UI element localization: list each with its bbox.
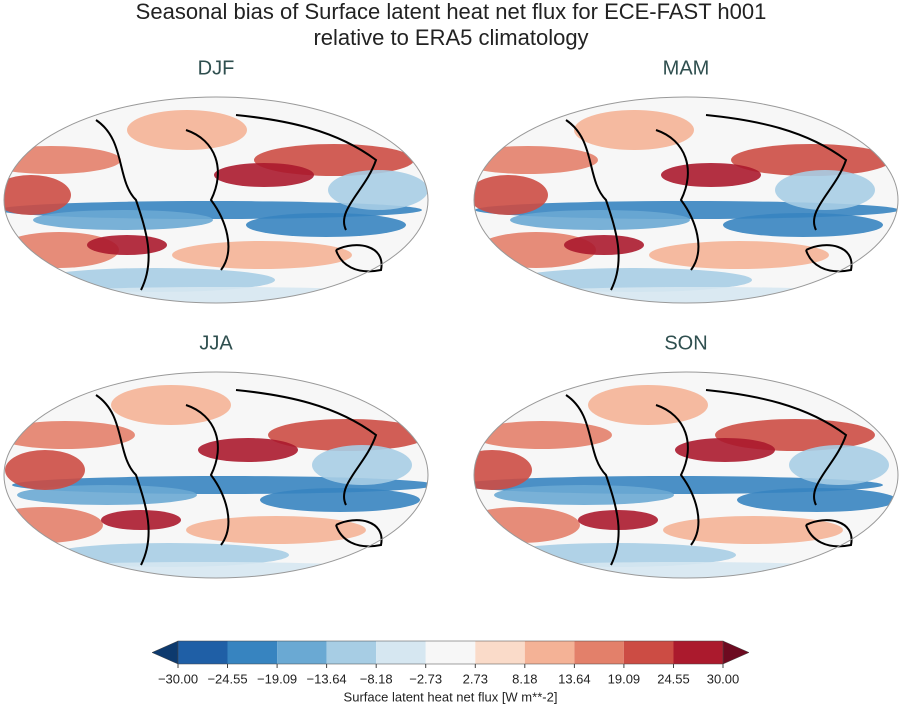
- colorbar-tick-label: 2.73: [463, 671, 488, 686]
- coastline: [565, 389, 853, 566]
- map-shading: [474, 450, 532, 490]
- map-shading: [4, 562, 404, 578]
- map-shading: [49, 543, 289, 567]
- map-shading: [564, 235, 644, 255]
- colorbar-tick-label: −2.73: [409, 671, 442, 686]
- colorbar-bin: [623, 641, 674, 664]
- panel-title: MAM: [663, 57, 710, 79]
- map-shading: [731, 144, 891, 176]
- colorbar-tick-label: 24.55: [657, 671, 690, 686]
- map-shading: [661, 163, 761, 187]
- coastline: [95, 389, 383, 566]
- coastline: [95, 114, 383, 291]
- colorbar-bin: [673, 641, 723, 664]
- colorbar-over: [722, 640, 750, 665]
- map-shading: [474, 146, 598, 174]
- map-shading: [214, 163, 314, 187]
- colorbar-tick-label: 13.64: [558, 671, 591, 686]
- colorbar-bin: [227, 641, 278, 664]
- map-field: [474, 97, 898, 303]
- map-outline: [3, 371, 429, 579]
- map-outline: [3, 96, 429, 304]
- colorbar-tick-label: 8.18: [512, 671, 537, 686]
- map-shading: [246, 213, 406, 237]
- colorbar-bin: [326, 641, 377, 664]
- map-shading: [574, 110, 694, 150]
- map-shading: [268, 419, 428, 451]
- map: [3, 96, 429, 304]
- map-shading: [312, 445, 412, 485]
- colorbar-bin: [425, 641, 476, 664]
- figure-subtitle: relative to ERA5 climatology: [313, 25, 588, 50]
- colorbar-bin: [524, 641, 575, 664]
- map-shading: [512, 268, 752, 292]
- colorbar-bin: [376, 641, 426, 664]
- map-shading: [5, 450, 85, 490]
- colorbar-tick-label: −13.64: [307, 671, 347, 686]
- colorbar-label: Surface latent heat net flux [W m**-2]: [344, 689, 558, 704]
- map-shading: [17, 485, 197, 505]
- map-shading: [33, 210, 213, 230]
- colorbar-tick-label: 30.00: [707, 671, 740, 686]
- map-shading: [474, 507, 580, 543]
- map-shading: [101, 510, 181, 530]
- panel-title: DJF: [198, 57, 235, 79]
- figure-title: Seasonal bias of Surface latent heat net…: [136, 0, 767, 24]
- map-field: [474, 372, 898, 578]
- colorbar-tick-label: −30.00: [158, 671, 198, 686]
- map-shading: [87, 235, 167, 255]
- map-shading: [328, 170, 428, 210]
- colorbar-tick-label: −19.09: [257, 671, 297, 686]
- map-shading: [789, 445, 889, 485]
- map-shading: [775, 170, 875, 210]
- map-shading: [260, 488, 420, 512]
- map-shading: [172, 241, 352, 269]
- colorbar: −30.00 −24.55 −19.09 −13.64 −8.18 −2.73 2.73 8.…: [151, 640, 750, 704]
- map-shading: [186, 516, 366, 544]
- map: [473, 96, 899, 304]
- colorbar-frame: [177, 640, 724, 665]
- map-field: [4, 372, 428, 578]
- colorbar-tick-label: −8.18: [360, 671, 393, 686]
- colorbar-bin: [178, 641, 228, 664]
- map-shading: [474, 175, 548, 215]
- map-outline: [473, 96, 899, 304]
- map-shading: [510, 210, 690, 230]
- map-shading: [588, 385, 708, 425]
- colorbar-tick-label: −24.55: [207, 671, 247, 686]
- colorbar-bin: [475, 641, 525, 664]
- map: [3, 371, 429, 579]
- map-shading: [4, 175, 71, 215]
- panel-title: SON: [664, 332, 707, 354]
- colorbar-bin: [574, 641, 624, 664]
- map-shading: [111, 385, 231, 425]
- map-shading: [198, 438, 298, 462]
- map-shading: [20, 287, 420, 303]
- map-shading: [737, 488, 897, 512]
- map-shading: [494, 485, 674, 505]
- map-shading: [723, 213, 883, 237]
- map-shading: [649, 241, 829, 269]
- colorbar-under: [151, 640, 179, 665]
- map-outline: [473, 371, 899, 579]
- map: [473, 371, 899, 579]
- map-shading: [497, 287, 897, 303]
- map-shading: [663, 516, 843, 544]
- map-shading: [474, 421, 612, 449]
- map-shading: [4, 421, 135, 449]
- maps: DJF MAM JJA SON: [3, 57, 899, 579]
- coastline: [565, 114, 853, 291]
- colorbar-bin: [277, 641, 327, 664]
- panel-title: JJA: [199, 332, 233, 354]
- map-shading: [481, 562, 881, 578]
- map-shading: [675, 438, 775, 462]
- colorbar-tick-label: 19.09: [608, 671, 641, 686]
